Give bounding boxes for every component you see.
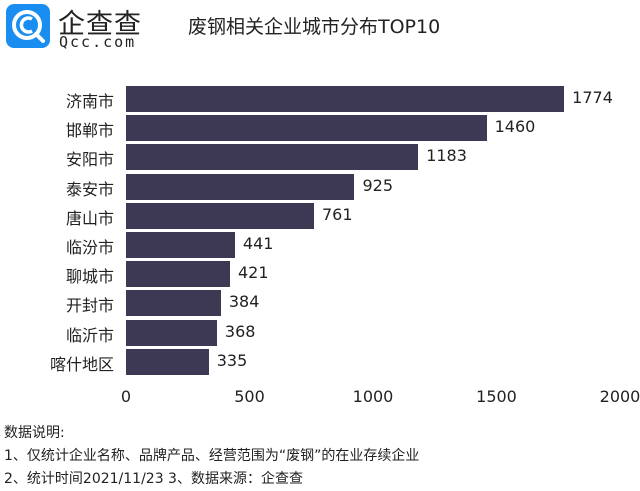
value-label: 384: [228, 292, 260, 312]
category-label: 安阳市: [65, 150, 114, 170]
category-label: 唐山市: [65, 208, 114, 228]
bar-row: 开封市 384: [0, 290, 640, 317]
bar: [126, 319, 217, 346]
bar-row: 唐山市 761: [0, 202, 640, 229]
bar-chart: 济南市 1774 邯郸市 1460 安阳市 1183 泰安市 925 唐山市 761 临汾市 441 聊…: [0, 86, 640, 406]
category-label: 济南市: [65, 92, 114, 111]
value-label: 421: [237, 263, 269, 283]
notes-line-1: 1、仅统计企业名称、品牌产品、经营范围为“废钢”的在业存续企业: [4, 448, 420, 464]
category-label: 开封市: [65, 296, 114, 316]
value-label: 1460: [494, 117, 536, 137]
bar-row: 济南市 1774: [0, 86, 640, 112]
data-notes: 数据说明: 1、仅统计企业名称、品牌产品、经营范围为“废钢”的在业存续企业 2、…: [4, 422, 419, 491]
notes-line-2: 2、统计时间2021/11/23 3、数据来源：企查查: [4, 471, 303, 487]
bar-row: 临沂市 368: [0, 319, 640, 346]
bar: [126, 115, 487, 142]
category-label: 聊城市: [65, 267, 114, 287]
bar-row: 泰安市 925: [0, 173, 640, 200]
value-label: 368: [224, 321, 256, 341]
bar: [126, 290, 221, 317]
bar: [126, 202, 314, 229]
x-tick-label: 500: [234, 387, 265, 406]
logo-text-cn: 企查查: [58, 9, 142, 40]
value-label: 1774: [572, 88, 613, 107]
category-label: 临汾市: [65, 238, 114, 257]
x-tick-label: 1500: [476, 387, 517, 406]
bar: [126, 232, 235, 258]
qcc-logo: 企查查 Qcc.com: [4, 2, 154, 54]
value-label: 925: [362, 175, 394, 195]
bar: [126, 173, 355, 200]
category-label: 临沂市: [65, 325, 114, 345]
bar-row: 喀什地区 335: [0, 348, 640, 375]
bar-row: 临汾市 441: [0, 232, 640, 258]
value-label: 761: [321, 204, 353, 224]
logo-text-en: Qcc.com: [59, 33, 137, 51]
bar: [126, 86, 565, 112]
bar: [126, 348, 209, 375]
value-label: 335: [216, 350, 248, 370]
value-label: 1183: [426, 146, 467, 166]
x-tick-label: 0: [120, 387, 132, 406]
category-label: 喀什地区: [49, 354, 114, 374]
value-label: 441: [242, 234, 274, 253]
bar-row: 邯郸市 1460: [0, 115, 640, 142]
notes-heading: 数据说明:: [4, 425, 65, 441]
bar: [126, 144, 419, 171]
x-tick-label: 2000: [599, 387, 640, 406]
x-tick-label: 1000: [352, 387, 394, 406]
qcc-logo-icon: [6, 4, 50, 48]
category-label: 邯郸市: [65, 121, 114, 141]
bar-row: 安阳市 1183: [0, 144, 640, 171]
category-label: 泰安市: [65, 179, 114, 199]
chart-title: 废钢相关企业城市分布TOP10: [188, 16, 441, 38]
bar-row: 聊城市 421: [0, 261, 640, 288]
bar: [126, 261, 230, 288]
